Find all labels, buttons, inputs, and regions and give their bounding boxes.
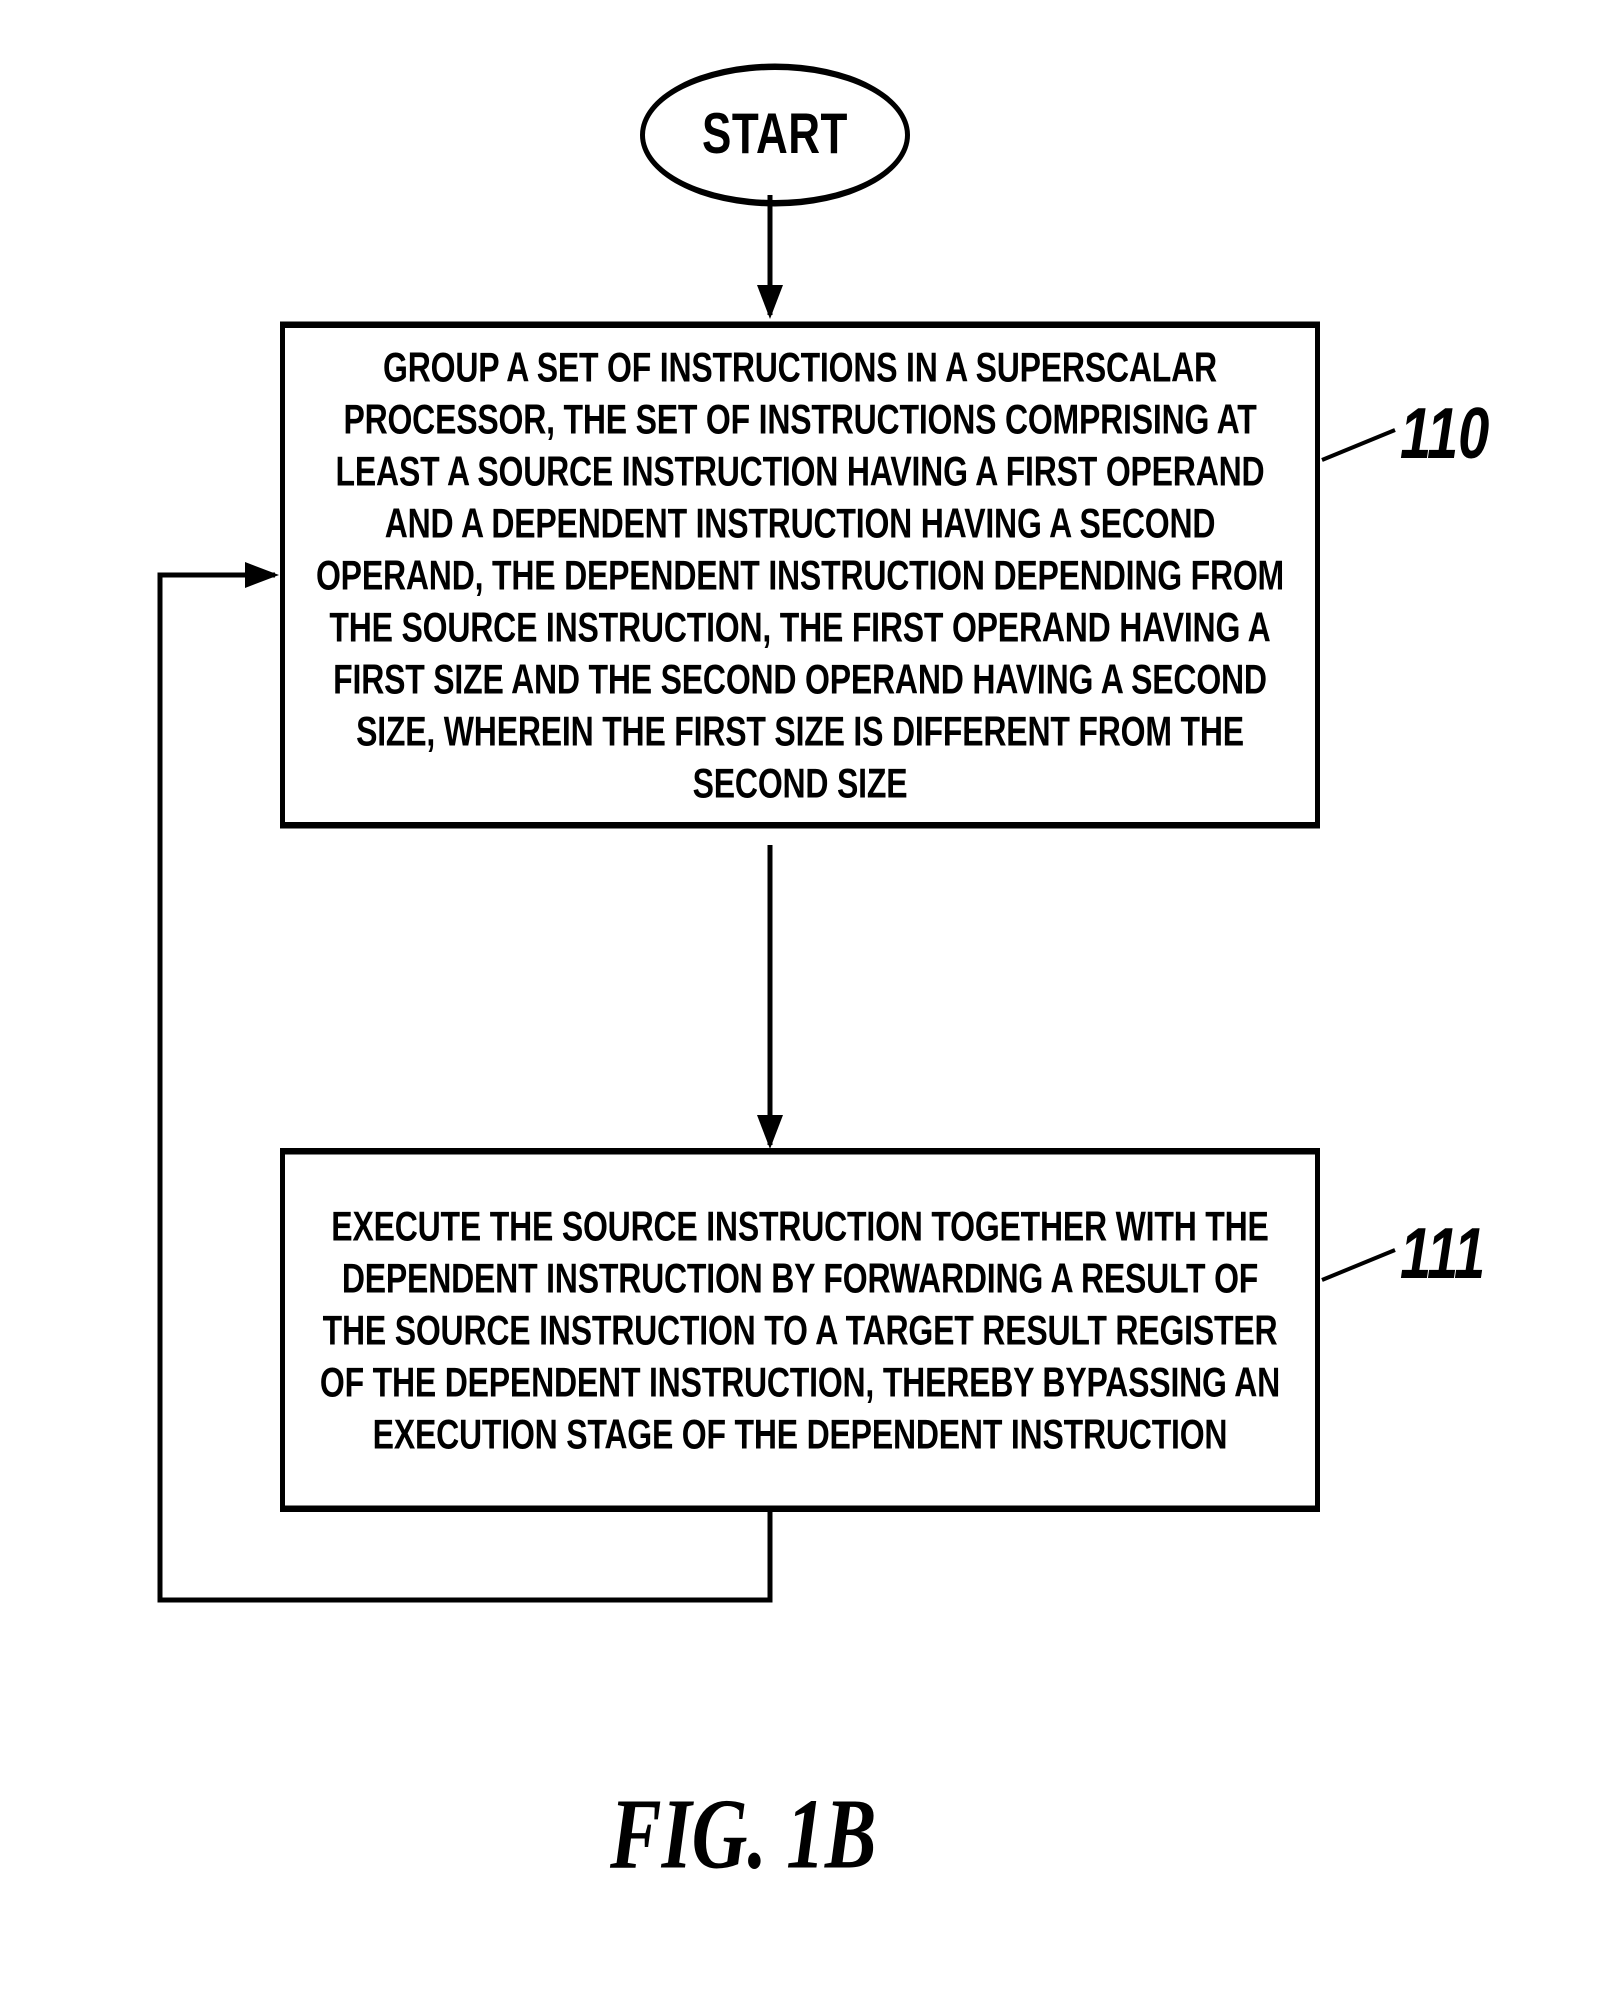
leader-110	[1322, 430, 1395, 460]
step-110-box: GROUP A SET OF INSTRUCTIONS IN A SUPERSC…	[280, 322, 1320, 829]
page-canvas: START GROUP A SET OF INSTRUCTIONS IN A S…	[0, 0, 1615, 1990]
leader-111	[1322, 1250, 1395, 1280]
step-110-text: GROUP A SET OF INSTRUCTIONS IN A SUPERSC…	[315, 341, 1285, 809]
ref-label-111: 111	[1400, 1210, 1485, 1295]
step-111-text: EXECUTE THE SOURCE INSTRUCTION TOGETHER …	[315, 1200, 1285, 1460]
ref-label-110: 110	[1400, 390, 1489, 475]
step-111-box: EXECUTE THE SOURCE INSTRUCTION TOGETHER …	[280, 1148, 1320, 1512]
connector-overlay	[0, 0, 1615, 1990]
figure-caption: FIG. 1B	[610, 1777, 876, 1893]
start-node: START	[640, 64, 910, 207]
start-label: START	[702, 103, 848, 168]
